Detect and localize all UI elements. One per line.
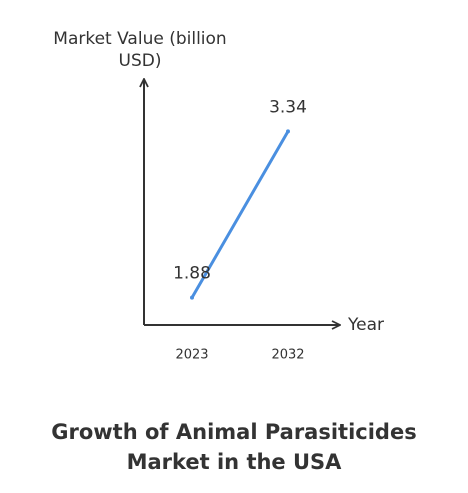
point: [190, 295, 194, 300]
x-tick-label: 2023: [175, 348, 208, 363]
chart-title: Growth of Animal Parasiticides: [51, 420, 416, 444]
y-axis-label: USD): [119, 51, 162, 71]
data-label: 1.88: [173, 264, 211, 284]
line: [190, 129, 290, 300]
x-axis-label: Year: [347, 315, 384, 335]
data-label: 3.34: [269, 97, 307, 117]
x-tick-label: 2032: [271, 348, 304, 363]
y-axis-label: Market Value (billion: [53, 29, 226, 49]
point: [286, 129, 290, 134]
chart-title: Market in the USA: [127, 450, 343, 474]
